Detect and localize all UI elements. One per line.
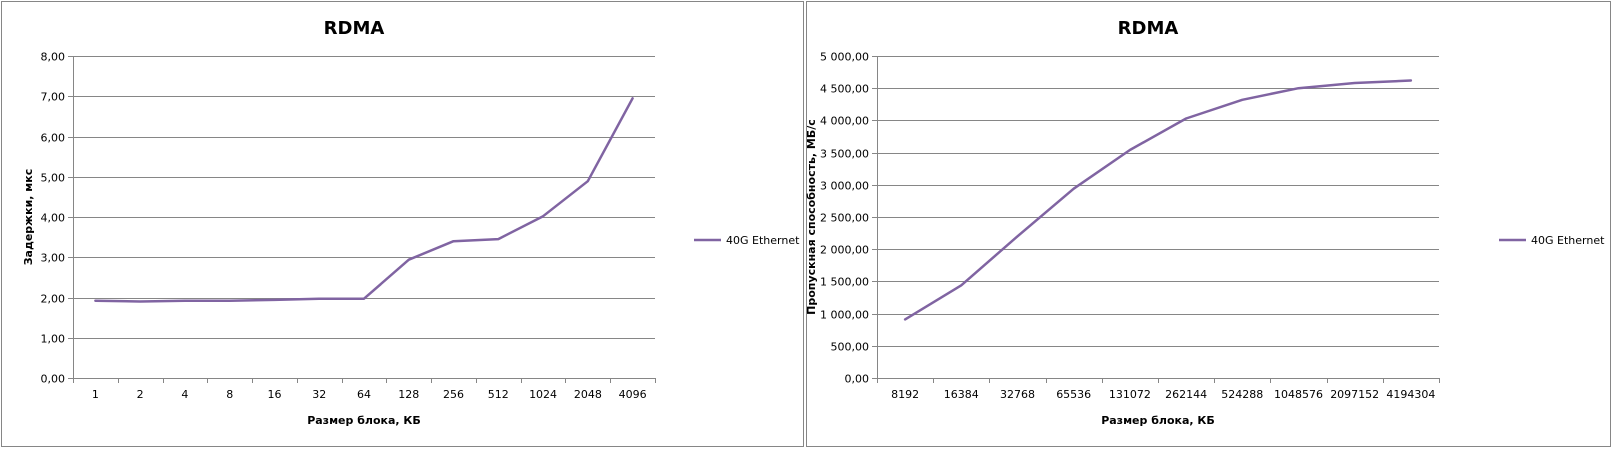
- x-tick-label: 32768: [1000, 388, 1035, 401]
- x-tick-label: 256: [443, 388, 464, 401]
- x-tick-label: 524288: [1221, 388, 1263, 401]
- x-tick-label: 2048: [574, 388, 602, 401]
- x-axis-label: Размер блока, КБ: [1101, 414, 1215, 427]
- y-tick-label: 4 500,00: [820, 83, 869, 96]
- legend-entry: 40G Ethernet: [726, 234, 800, 247]
- x-tick-label: 2: [137, 388, 144, 401]
- chart-frame: [1, 1, 804, 447]
- x-tick-label: 262144: [1165, 388, 1207, 401]
- y-tick-label: 3 500,00: [820, 148, 869, 161]
- x-tick-label: 32: [312, 388, 326, 401]
- chart-title: RDMA: [324, 18, 385, 39]
- series-line-1: [903, 79, 1413, 321]
- y-tick-label: 2 000,00: [820, 244, 869, 257]
- y-axis-label: Пропускная способность, МБ/с: [805, 119, 818, 315]
- y-tick-label: 2 500,00: [820, 212, 869, 225]
- y-tick-label: 5 000,00: [820, 51, 869, 64]
- chart-frame: [806, 1, 1611, 447]
- y-tick-label: 1 500,00: [820, 276, 869, 289]
- x-tick-label: 2097152: [1330, 388, 1379, 401]
- chart-title: RDMA: [1118, 18, 1179, 39]
- chart-2: 0,00 500,00 1 000,00 1 500,00 2 000,00 2 500,…: [805, 1, 1611, 447]
- y-tick-label: 4 000,00: [820, 115, 869, 128]
- y-tick-label: 2,00: [41, 293, 66, 306]
- x-tick-label: 128: [398, 388, 419, 401]
- y-tick-label: 0,00: [845, 373, 870, 386]
- y-tick-label: 8,00: [41, 51, 66, 64]
- x-axis-label: Размер блока, КБ: [307, 414, 421, 427]
- x-tick-label: 1048576: [1274, 388, 1323, 401]
- x-tick-label: 8192: [891, 388, 919, 401]
- x-tick-label: 1: [92, 388, 99, 401]
- y-tick-label: 3 000,00: [820, 180, 869, 193]
- x-tick-label: 131072: [1109, 388, 1151, 401]
- x-tick-label: 4194304: [1386, 388, 1435, 401]
- y-tick-label: 6,00: [41, 132, 66, 145]
- legend-entry: 40G Ethernet: [1531, 234, 1605, 247]
- x-tick-label: 65536: [1056, 388, 1091, 401]
- y-tick-label: 0,00: [41, 373, 66, 386]
- x-tick-label: 8: [226, 388, 233, 401]
- y-tick-label: 4,00: [41, 212, 66, 225]
- y-tick-label: 5,00: [41, 172, 66, 185]
- x-tick-label: 16: [267, 388, 281, 401]
- y-tick-label: 7,00: [41, 91, 66, 104]
- x-tick-label: 1024: [529, 388, 557, 401]
- x-tick-label: 4096: [619, 388, 647, 401]
- x-tick-label: 64: [357, 388, 371, 401]
- y-axis-label: Задержки, мкс: [22, 169, 35, 266]
- x-tick-label: 4: [181, 388, 188, 401]
- x-tick-label: 512: [488, 388, 509, 401]
- series-line-1: [94, 97, 634, 303]
- y-tick-label: 500,00: [831, 341, 870, 354]
- y-tick-label: 1 000,00: [820, 309, 869, 322]
- x-tick-label: 16384: [944, 388, 979, 401]
- chart-1: 0,00 1,00 2,00 3,00 4,00 5,00 6,00 7,00 8,00 1 2 4 8…: [1, 1, 804, 447]
- y-tick-label: 1,00: [41, 333, 66, 346]
- y-tick-label: 3,00: [41, 252, 66, 265]
